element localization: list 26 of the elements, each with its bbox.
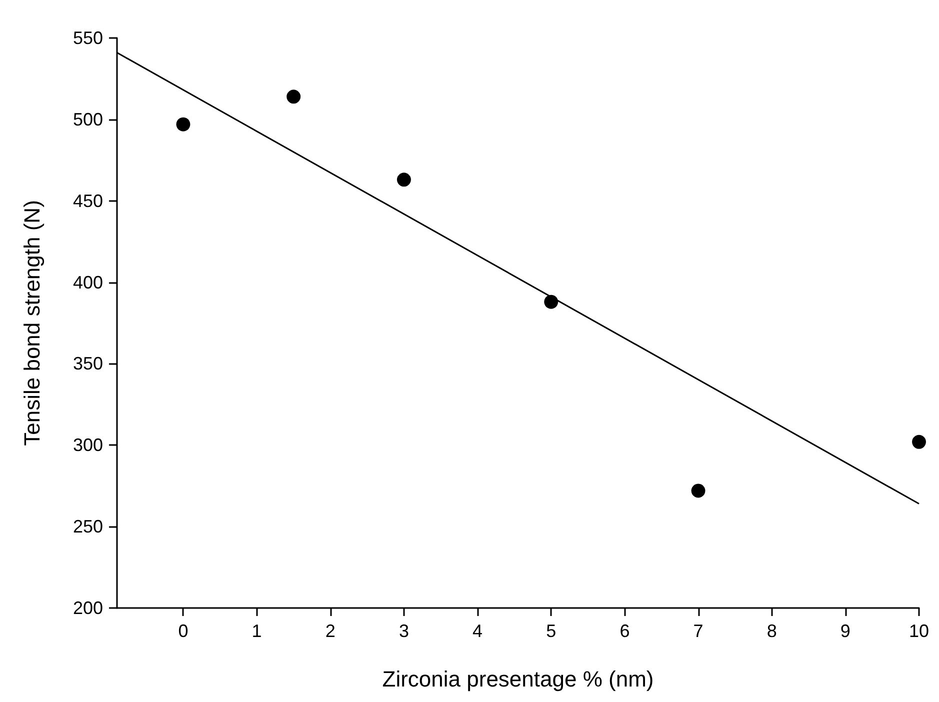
- x-tick-label: 0: [178, 621, 188, 641]
- point: [286, 90, 301, 104]
- y-tick-label: 300: [72, 435, 103, 456]
- y-tick-label: 400: [72, 272, 103, 292]
- point: [691, 484, 706, 498]
- y-tick-label: 250: [72, 516, 103, 537]
- y-tick-label: 500: [72, 109, 103, 130]
- y-tick-label: 450: [72, 190, 103, 211]
- x-tick-label: 3: [398, 621, 409, 641]
- x-tick-label: 5: [546, 621, 556, 641]
- x-tick-label: 9: [840, 621, 850, 641]
- point: [912, 434, 926, 449]
- y-tick-label: 550: [72, 28, 103, 48]
- point: [176, 117, 190, 132]
- x-tick-label: 7: [693, 621, 704, 641]
- y-tick-label: 350: [72, 354, 103, 374]
- x-tick-label: 2: [325, 621, 336, 641]
- x-tick-label: 1: [252, 621, 262, 641]
- y-axis-title: Tensile bond strength (N): [20, 200, 44, 446]
- x-tick-label: 4: [472, 621, 483, 641]
- y-tick-label: 200: [72, 598, 103, 618]
- x-tick-label: 6: [620, 621, 630, 641]
- x-tick-label: 10: [908, 621, 930, 641]
- point: [396, 172, 411, 187]
- x-tick-label: 8: [766, 621, 777, 641]
- x-axis-title: Zirconia presentage % (nm): [382, 666, 654, 692]
